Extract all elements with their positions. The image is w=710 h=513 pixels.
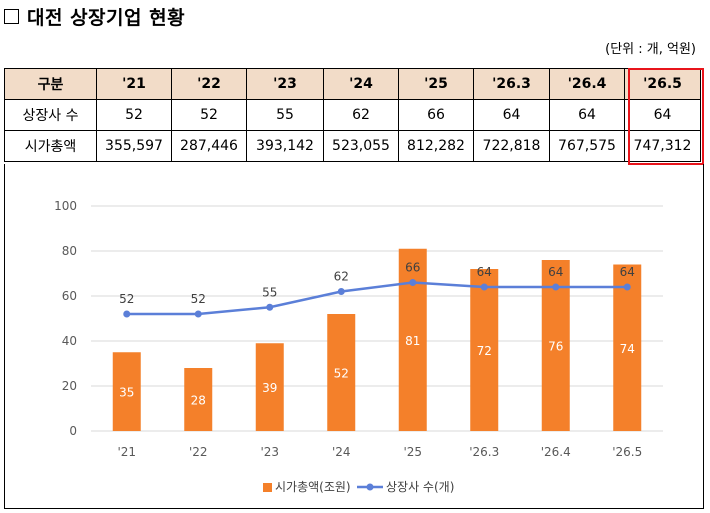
bar-data-label: 39	[262, 381, 277, 395]
line-data-label: 64	[548, 265, 563, 279]
column-header: '24	[323, 68, 399, 100]
x-tick-label: '26.3	[469, 445, 499, 459]
bar-data-label: 35	[119, 386, 134, 400]
line-point	[123, 310, 131, 318]
column-header: '26.3	[473, 68, 550, 100]
table-cell: 52	[96, 99, 172, 131]
legend-line-marker	[366, 483, 374, 491]
bar-data-label: 52	[334, 367, 349, 381]
line-data-label: 52	[191, 292, 206, 306]
legend-bar-label: 시가총액(조원)	[275, 480, 351, 494]
column-header: '23	[246, 68, 324, 100]
y-tick-label: 40	[62, 334, 77, 348]
line-point	[266, 303, 274, 311]
table-cell: 64	[624, 99, 701, 131]
table-cell: 62	[323, 99, 399, 131]
chart-container: 0 20 40 60 80 100 35 28 39 52 81 72 76 74 52 52 55 62 66 64…	[4, 164, 704, 509]
x-tick-label: '23	[260, 445, 279, 459]
table-row: 상장사 수 52 52 55 62 66 64 64 64	[4, 99, 701, 131]
x-tick-label: '26.4	[541, 445, 571, 459]
table-cell: 523,055	[323, 130, 399, 162]
table-cell: 66	[398, 99, 474, 131]
table-cell: 393,142	[246, 130, 324, 162]
x-tick-label: '24	[332, 445, 351, 459]
row-label: 상장사 수	[4, 99, 97, 131]
bar	[613, 264, 642, 431]
bar-data-label: 74	[620, 342, 635, 356]
column-header: '21	[96, 68, 172, 100]
y-tick-label: 80	[62, 244, 77, 258]
summary-table: 구분 '21 '22 '23 '24 '25 '26.3 '26.4 '26.5…	[4, 68, 701, 162]
table-cell: 287,446	[171, 130, 247, 162]
combo-chart: 0 20 40 60 80 100 35 28 39 52 81 72 76 74 52 52 55 62 66 64…	[54, 199, 663, 494]
bar-data-label: 81	[405, 334, 420, 348]
line-point	[480, 283, 488, 291]
row-label: 시가총액	[4, 130, 97, 162]
bar	[112, 352, 141, 431]
line-data-label: 55	[262, 285, 277, 299]
y-tick-label: 20	[62, 379, 77, 393]
table-cell: 747,312	[624, 130, 701, 162]
table-cell: 767,575	[549, 130, 625, 162]
legend-bar-swatch	[263, 483, 272, 492]
bar-data-label: 72	[477, 344, 492, 358]
x-tick-label: '25	[403, 445, 422, 459]
unit-label: (단위 : 개, 억원)	[605, 42, 696, 57]
line-data-label: 52	[119, 292, 134, 306]
table-row: 시가총액 355,597 287,446 393,142 523,055 812…	[4, 130, 701, 162]
table-cell: 722,818	[473, 130, 550, 162]
legend-line-label: 상장사 수(개)	[386, 480, 454, 494]
column-header: 구분	[4, 68, 97, 100]
table-cell: 64	[473, 99, 550, 131]
column-header: '26.5	[624, 68, 701, 100]
line-point	[337, 288, 345, 295]
bar	[255, 343, 284, 431]
y-tick-label: 0	[69, 424, 77, 438]
bar-data-label: 28	[191, 394, 206, 408]
line-point	[409, 279, 417, 286]
bar	[470, 269, 499, 431]
line-point	[623, 283, 631, 291]
table-cell: 55	[246, 99, 324, 131]
x-tick-label: '26.5	[612, 445, 642, 459]
y-tick-label: 60	[62, 289, 77, 303]
title-text: 대전 상장기업 현황	[27, 6, 186, 29]
line-data-label: 64	[620, 265, 635, 279]
bar-data-label: 76	[548, 340, 563, 354]
y-tick-label: 100	[54, 199, 77, 213]
column-header: '26.4	[549, 68, 625, 100]
line-data-label: 64	[477, 265, 492, 279]
line-data-label: 62	[334, 270, 349, 284]
column-header: '22	[171, 68, 247, 100]
checkbox-icon	[4, 8, 19, 24]
x-tick-label: '22	[189, 445, 208, 459]
table-cell: 52	[171, 99, 247, 131]
line-point	[552, 283, 560, 291]
series-line	[126, 281, 628, 316]
line-point	[194, 310, 202, 318]
table-cell: 64	[549, 99, 625, 131]
line-data-label: 66	[405, 261, 420, 275]
column-header: '25	[398, 68, 474, 100]
page-title: 대전 상장기업 현황	[4, 4, 186, 29]
bar	[184, 368, 213, 431]
bar	[327, 314, 356, 431]
table-header-row: 구분 '21 '22 '23 '24 '25 '26.3 '26.4 '26.5	[4, 68, 701, 100]
x-tick-label: '21	[117, 445, 136, 459]
table-cell: 355,597	[96, 130, 172, 162]
table-cell: 812,282	[398, 130, 474, 162]
